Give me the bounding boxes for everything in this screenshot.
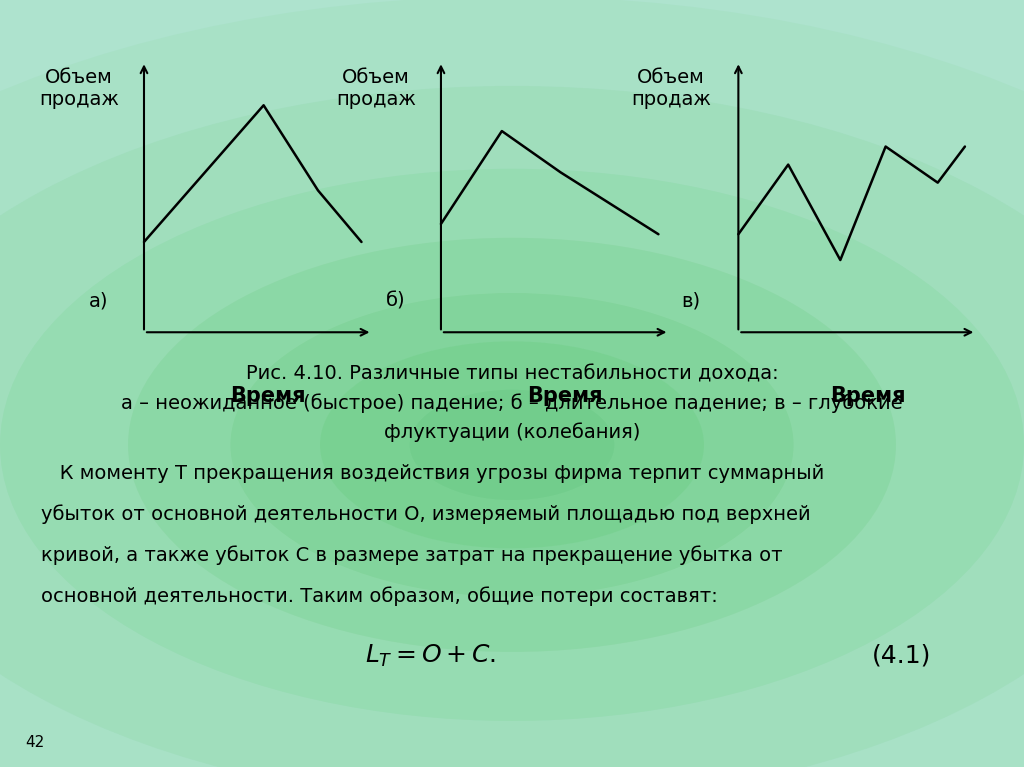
- Text: Время: Время: [230, 386, 306, 406]
- Text: б): б): [386, 291, 406, 310]
- Text: Рис. 4.10. Различные типы нестабильности дохода:: Рис. 4.10. Различные типы нестабильности…: [246, 364, 778, 384]
- Text: $L_T = O + C.$: $L_T = O + C.$: [365, 643, 496, 669]
- Text: 42: 42: [26, 735, 45, 750]
- Text: основной деятельности. Таким образом, общие потери составят:: основной деятельности. Таким образом, об…: [41, 586, 718, 606]
- Ellipse shape: [230, 293, 794, 597]
- Text: кривой, а также убыток С в размере затрат на прекращение убытка от: кривой, а также убыток С в размере затра…: [41, 545, 782, 565]
- Ellipse shape: [319, 341, 705, 548]
- Text: а): а): [89, 291, 109, 310]
- Ellipse shape: [0, 86, 1024, 767]
- Ellipse shape: [128, 238, 896, 652]
- Text: а – неожиданное (быстрое) падение; б – длительное падение; в – глубокие: а – неожиданное (быстрое) падение; б – д…: [121, 393, 903, 413]
- Ellipse shape: [410, 390, 614, 500]
- Text: флуктуации (колебания): флуктуации (колебания): [384, 423, 640, 443]
- Text: Объем
продаж: Объем продаж: [631, 68, 711, 109]
- Text: Объем
продаж: Объем продаж: [336, 68, 416, 109]
- Text: убыток от основной деятельности О, измеряемый площадью под верхней: убыток от основной деятельности О, измер…: [41, 505, 811, 525]
- Text: Время: Время: [830, 386, 905, 406]
- Text: (4.1): (4.1): [871, 644, 931, 668]
- Text: Время: Время: [527, 386, 603, 406]
- Text: в): в): [681, 291, 700, 310]
- Ellipse shape: [0, 169, 1024, 721]
- Text: Объем
продаж: Объем продаж: [39, 68, 119, 109]
- Text: К моменту Т прекращения воздействия угрозы фирма терпит суммарный: К моменту Т прекращения воздействия угро…: [41, 464, 824, 483]
